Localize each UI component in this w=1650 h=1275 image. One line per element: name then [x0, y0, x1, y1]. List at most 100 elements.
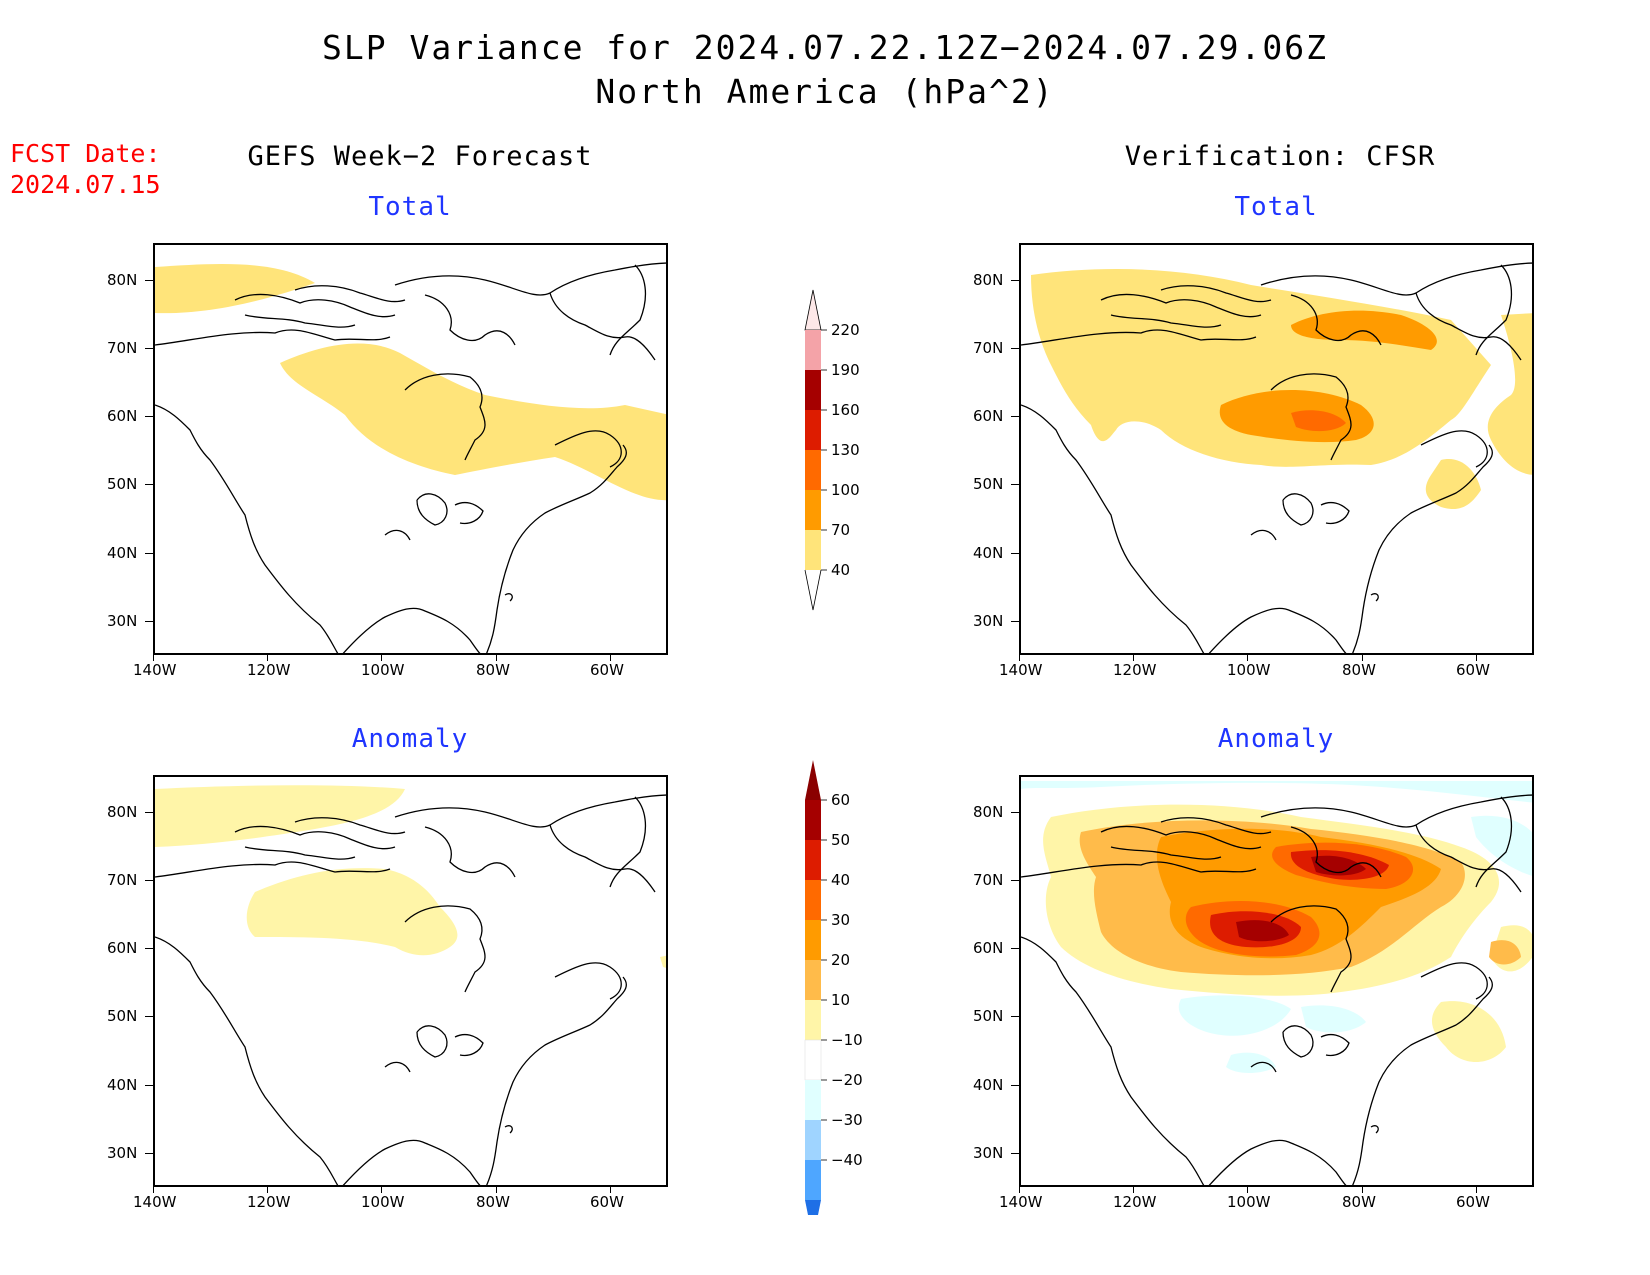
coastline-segment — [1208, 607, 1347, 653]
lon-tick-mark — [1019, 1187, 1020, 1193]
lon-tick-label: 140W — [133, 661, 177, 679]
coastline-segment — [424, 826, 516, 878]
lat-tick-label: 80N — [107, 803, 138, 821]
lat-tick-label: 50N — [973, 475, 1004, 493]
lat-tick-label: 70N — [107, 339, 138, 357]
colorbar-swatch — [805, 1120, 821, 1160]
coastline-segment — [1475, 796, 1513, 888]
verification-column-heading: Verification: CFSR — [1124, 141, 1436, 172]
colorbar-label: 10 — [831, 991, 850, 1009]
lat-tick-mark — [145, 416, 153, 417]
coastline-segment — [1370, 593, 1379, 602]
colorbar-swatch — [805, 530, 821, 570]
lon-tick-label: 100W — [1227, 661, 1271, 679]
coastline-segment — [486, 444, 627, 653]
lon-tick-label: 100W — [361, 1193, 405, 1211]
lat-tick-label: 70N — [973, 871, 1004, 889]
lat-tick-label: 40N — [973, 544, 1004, 562]
lon-tick-label: 60W — [1456, 1193, 1490, 1211]
lon-tick-label: 120W — [247, 1193, 291, 1211]
lat-tick-mark — [145, 280, 153, 281]
coastline-segment — [234, 293, 396, 318]
lon-tick-label: 120W — [1113, 1193, 1157, 1211]
lat-tick-label: 60N — [973, 939, 1004, 957]
forecast-anomaly-subtitle: Anomaly — [351, 724, 469, 754]
coastline-segment — [384, 1061, 411, 1073]
coastline-segment — [1021, 936, 1205, 1185]
coastline-segment — [1160, 817, 1272, 835]
coastline-segment — [1282, 493, 1314, 526]
coastline-segment — [549, 292, 656, 361]
lat-tick-mark — [1011, 416, 1019, 417]
lat-tick-mark — [1011, 621, 1019, 622]
coastline-segment — [1420, 430, 1488, 468]
lat-tick-label: 50N — [973, 1007, 1004, 1025]
lon-tick-label: 80W — [1342, 661, 1376, 679]
coastline-segment — [454, 501, 484, 525]
coastline-segment — [416, 1025, 448, 1058]
coastline-segment — [1320, 1033, 1350, 1057]
lat-tick-mark — [145, 948, 153, 949]
lon-tick-mark — [1133, 655, 1134, 661]
lat-tick-mark — [145, 880, 153, 881]
coastline-segment — [384, 529, 411, 541]
colorbar-swatch — [805, 960, 821, 1000]
lon-tick-mark — [267, 1187, 268, 1193]
lat-tick-label: 60N — [107, 939, 138, 957]
colorbar-top-arrow — [804, 289, 822, 331]
coastline-segment — [244, 314, 356, 328]
variance-shading — [1031, 269, 1532, 510]
colorbar-label: 130 — [831, 441, 860, 459]
coastline-segment — [1290, 826, 1382, 878]
lat-tick-mark — [1011, 1016, 1019, 1017]
coastline-segment — [404, 905, 486, 993]
forecast-total-subtitle: Total — [368, 192, 452, 222]
lon-tick-mark — [381, 655, 382, 661]
lon-tick-label: 80W — [476, 661, 510, 679]
coastline-segment — [504, 593, 513, 602]
coastline-segment — [554, 430, 622, 468]
coastline-outline — [155, 262, 666, 653]
lat-tick-mark — [1011, 1085, 1019, 1086]
coastline-segment — [394, 262, 666, 296]
coastline-segment — [294, 817, 406, 835]
colorbar-swatch — [805, 800, 821, 840]
coastline-outline — [1021, 262, 1532, 653]
coastline-segment — [342, 607, 481, 653]
coastline-segment — [155, 861, 391, 878]
coastline-segment — [1250, 529, 1277, 541]
anomaly-colorbar: 60 50 40 30 20 10 −10 −20 −30 −40 — [804, 760, 863, 1215]
colorbar-swatch — [805, 840, 821, 880]
coastline-segment — [155, 936, 339, 1185]
lon-tick-label: 120W — [247, 661, 291, 679]
lat-tick-label: 30N — [973, 612, 1004, 630]
colorbar-swatch — [805, 880, 821, 920]
colorbar-label: 40 — [831, 871, 850, 889]
lat-tick-mark — [145, 484, 153, 485]
lon-tick-mark — [153, 655, 154, 661]
colorbar-label: 60 — [831, 791, 850, 809]
lon-tick-mark — [1133, 1187, 1134, 1193]
coastline-segment — [234, 825, 396, 850]
lon-tick-label: 140W — [133, 1193, 177, 1211]
coastline-segment — [1352, 976, 1493, 1185]
anomaly-shading — [155, 785, 666, 968]
colorbar-top-arrow — [805, 760, 821, 800]
lon-tick-mark — [610, 655, 611, 661]
lon-tick-mark — [1247, 655, 1248, 661]
colorbar-label: 100 — [831, 481, 860, 499]
lat-tick-mark — [145, 1153, 153, 1154]
lon-tick-mark — [496, 1187, 497, 1193]
coastline-segment — [244, 846, 356, 860]
verif-total-map — [1019, 243, 1534, 655]
lat-tick-label: 40N — [107, 1076, 138, 1094]
coastline-segment — [294, 285, 406, 303]
lat-tick-label: 40N — [107, 544, 138, 562]
colorbar-label: 70 — [831, 521, 850, 539]
lat-tick-label: 70N — [973, 339, 1004, 357]
colorbar-swatch — [804, 1039, 822, 1081]
lat-tick-mark — [145, 348, 153, 349]
lat-tick-label: 50N — [107, 475, 138, 493]
lat-tick-mark — [1011, 948, 1019, 949]
coastline-segment — [1290, 294, 1382, 346]
